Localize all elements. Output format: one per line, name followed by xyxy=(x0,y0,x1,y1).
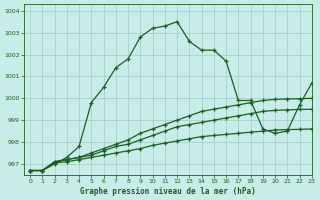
X-axis label: Graphe pression niveau de la mer (hPa): Graphe pression niveau de la mer (hPa) xyxy=(80,187,256,196)
